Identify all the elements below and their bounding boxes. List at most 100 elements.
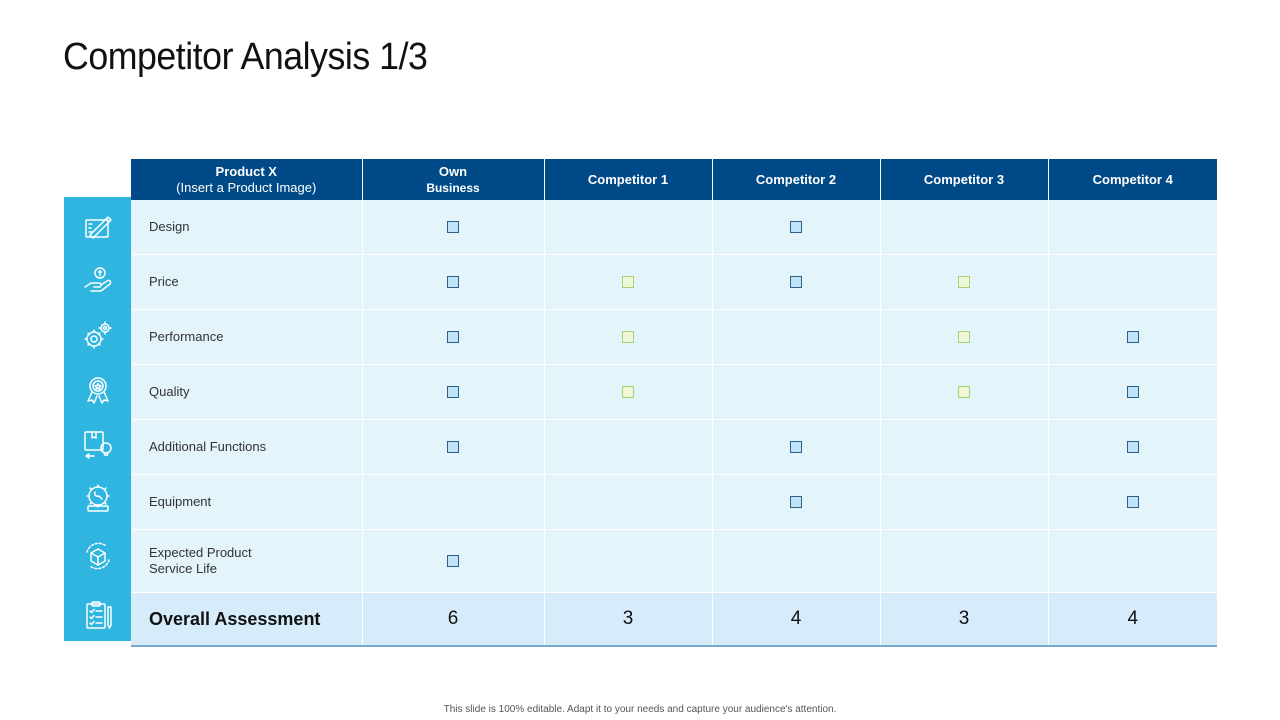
- table-row: Design: [131, 200, 1217, 255]
- table-cell: [544, 529, 713, 593]
- box-lightbulb-icon: [64, 417, 131, 471]
- blue-square-icon: [790, 275, 802, 288]
- table-cell: [544, 254, 713, 310]
- row-label: Design: [131, 200, 363, 255]
- page-title: Competitor Analysis 1/3: [63, 36, 428, 78]
- blue-square-icon: [447, 220, 459, 233]
- row-label-text: Additional Functions: [149, 439, 267, 454]
- table-cell: [880, 364, 1049, 420]
- header-competitor-3: Competitor 3: [880, 159, 1049, 200]
- table-cell: [712, 309, 881, 365]
- box-cycle-icon: [64, 525, 131, 587]
- table-row: Equipment: [131, 474, 1217, 530]
- table-cell: [880, 529, 1049, 593]
- header-competitor-4: Competitor 4: [1048, 159, 1217, 200]
- header-product: Product X (Insert a Product Image): [131, 159, 363, 200]
- table-cell: [362, 364, 545, 420]
- green-square-icon: [622, 330, 634, 343]
- table-cell: [1048, 419, 1217, 475]
- table-cell: [362, 529, 545, 593]
- overall-score: 4: [712, 592, 881, 647]
- icon-column: [64, 197, 131, 641]
- table-header-row: Product X (Insert a Product Image) Own B…: [131, 159, 1217, 200]
- table-cell: [544, 309, 713, 365]
- overall-score: 3: [880, 592, 1049, 647]
- header-own-business: Own Business: [362, 159, 545, 200]
- row-label: Equipment: [131, 474, 363, 530]
- blue-square-icon: [790, 220, 802, 233]
- table-cell: [362, 309, 545, 365]
- table-cell: [544, 419, 713, 475]
- blue-square-icon: [447, 554, 459, 567]
- green-square-icon: [622, 385, 634, 398]
- row-label-text: Service Life: [149, 561, 217, 576]
- table-cell: [544, 364, 713, 420]
- clipboard-checklist-icon: [64, 588, 131, 641]
- green-square-icon: [958, 385, 970, 398]
- table-row: Performance: [131, 309, 1217, 365]
- blue-square-icon: [790, 495, 802, 508]
- table-cell: [880, 254, 1049, 310]
- blue-square-icon: [447, 385, 459, 398]
- row-label: Expected Product Service Life: [131, 529, 363, 593]
- table-cell: [712, 200, 881, 255]
- table-cell: [1048, 309, 1217, 365]
- table-cell: [1048, 254, 1217, 310]
- table-cell: [1048, 364, 1217, 420]
- green-square-icon: [622, 275, 634, 288]
- row-label: Additional Functions: [131, 419, 363, 475]
- table-cell: [880, 200, 1049, 255]
- award-badge-icon: [64, 362, 131, 417]
- overall-assessment-label: Overall Assessment: [131, 592, 363, 647]
- blue-square-icon: [790, 440, 802, 453]
- header-own-subtitle: Business: [426, 180, 480, 195]
- row-label-text: Price: [149, 274, 179, 289]
- row-label-text: Quality: [149, 384, 190, 399]
- competitor-table: Product X (Insert a Product Image) Own B…: [131, 159, 1217, 647]
- header-competitor-1: Competitor 1: [544, 159, 713, 200]
- table-cell: [712, 364, 881, 420]
- blue-square-icon: [1126, 385, 1139, 398]
- header-competitor-2: Competitor 2: [712, 159, 881, 200]
- table-cell: [880, 309, 1049, 365]
- table-cell: [712, 529, 881, 593]
- table-row: Quality: [131, 364, 1217, 420]
- overall-score: 3: [544, 592, 713, 647]
- green-square-icon: [958, 275, 970, 288]
- table-cell: [362, 474, 545, 530]
- header-own-title: Own: [438, 163, 468, 179]
- table-cell: [880, 474, 1049, 530]
- table-cell: [712, 419, 881, 475]
- table-cell: [544, 200, 713, 255]
- header-product-title: Product X: [215, 163, 277, 179]
- table-cell: [880, 419, 1049, 475]
- table-cell: [1048, 200, 1217, 255]
- row-label: Price: [131, 254, 363, 310]
- table-cell: [1048, 474, 1217, 530]
- gears-icon: [64, 308, 131, 362]
- green-square-icon: [958, 330, 970, 343]
- table-cell: [362, 419, 545, 475]
- table-cell: [712, 254, 881, 310]
- blue-square-icon: [447, 440, 459, 453]
- table-cell: [712, 474, 881, 530]
- blue-square-icon: [1126, 495, 1139, 508]
- gear-wrench-icon: [64, 471, 131, 525]
- row-label-text: Design: [149, 219, 190, 234]
- table-cell: [362, 200, 545, 255]
- overall-score: 4: [1048, 592, 1217, 647]
- table-cell: [544, 474, 713, 530]
- money-hand-icon: [64, 254, 131, 308]
- table-row: Price: [131, 254, 1217, 310]
- row-label-text: Expected Product: [149, 545, 252, 560]
- blue-square-icon: [447, 330, 459, 343]
- row-label: Quality: [131, 364, 363, 420]
- row-label: Performance: [131, 309, 363, 365]
- header-product-subtitle: (Insert a Product Image): [176, 179, 317, 195]
- blue-square-icon: [447, 275, 459, 288]
- footer-note: This slide is 100% editable. Adapt it to…: [443, 704, 837, 715]
- table-cell: [1048, 529, 1217, 593]
- table-row: Additional Functions: [131, 419, 1217, 475]
- overall-assessment-row: Overall Assessment 6 3 4 3 4: [131, 592, 1217, 647]
- blue-square-icon: [1126, 440, 1139, 453]
